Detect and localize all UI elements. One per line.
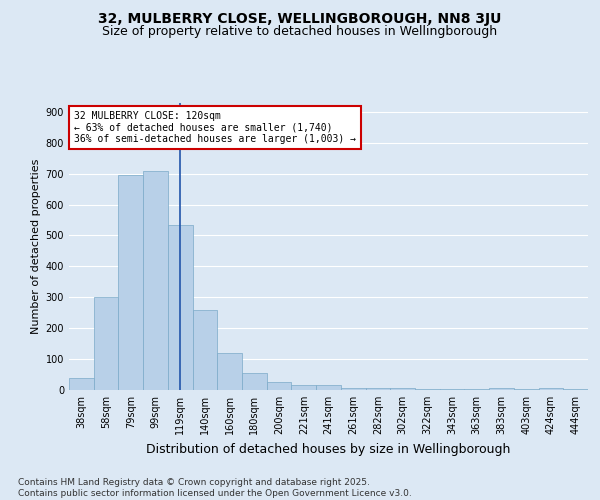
Text: Size of property relative to detached houses in Wellingborough: Size of property relative to detached ho… [103, 25, 497, 38]
Bar [267, 382, 292, 390]
Bar [365, 388, 390, 390]
Bar [143, 170, 168, 390]
Bar [390, 388, 415, 390]
Bar [168, 224, 193, 390]
Bar [292, 386, 316, 390]
Bar [316, 386, 341, 390]
Bar [539, 388, 563, 390]
Bar [193, 310, 217, 390]
Bar [514, 389, 539, 390]
Y-axis label: Number of detached properties: Number of detached properties [31, 158, 41, 334]
Bar [341, 388, 365, 390]
Bar [440, 389, 464, 390]
Text: Contains HM Land Registry data © Crown copyright and database right 2025.
Contai: Contains HM Land Registry data © Crown c… [18, 478, 412, 498]
Bar [489, 388, 514, 390]
X-axis label: Distribution of detached houses by size in Wellingborough: Distribution of detached houses by size … [146, 442, 511, 456]
Bar [242, 373, 267, 390]
Text: 32 MULBERRY CLOSE: 120sqm
← 63% of detached houses are smaller (1,740)
36% of se: 32 MULBERRY CLOSE: 120sqm ← 63% of detac… [74, 111, 356, 144]
Bar [217, 353, 242, 390]
Bar [69, 378, 94, 390]
Bar [118, 175, 143, 390]
Text: 32, MULBERRY CLOSE, WELLINGBOROUGH, NN8 3JU: 32, MULBERRY CLOSE, WELLINGBOROUGH, NN8 … [98, 12, 502, 26]
Bar [415, 389, 440, 390]
Bar [464, 389, 489, 390]
Bar [94, 298, 118, 390]
